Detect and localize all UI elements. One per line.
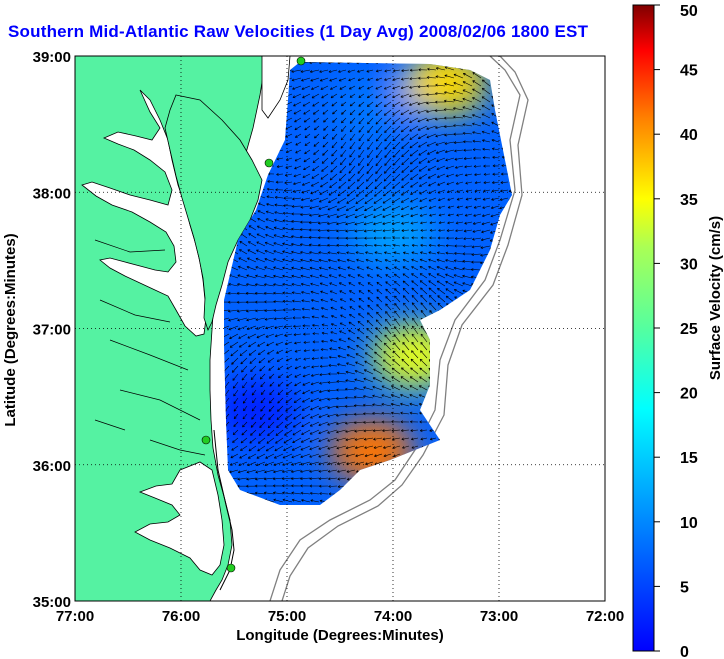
speed-region — [351, 201, 435, 266]
x-tick-label: 76:00 — [162, 608, 200, 625]
y-tick-label: 37:00 — [33, 322, 71, 339]
colorbar-tick-label: 30 — [680, 256, 698, 273]
colorbar-label: Surface Velocity (cm/s) — [707, 216, 724, 380]
x-tick-label: 73:00 — [480, 608, 518, 625]
x-tick-label: 72:00 — [586, 608, 624, 625]
y-tick-label: 36:00 — [33, 458, 71, 475]
station-marker — [226, 563, 236, 573]
grid-lines — [75, 56, 605, 601]
x-tick-label: 75:00 — [268, 608, 306, 625]
colorbar-tick-label: 20 — [680, 386, 698, 403]
y-tick-label: 35:00 — [33, 594, 71, 611]
colorbar-tick-label: 15 — [680, 450, 698, 467]
y-tick-label: 38:00 — [33, 185, 71, 202]
delmarva-peninsula — [164, 94, 263, 332]
colorbar-tick-label: 50 — [680, 3, 698, 20]
colorbar-tick-label: 25 — [680, 321, 698, 338]
colorbar-tick-label: 45 — [680, 63, 698, 80]
radar-stations — [201, 56, 306, 573]
chart-title: Southern Mid-Atlantic Raw Velocities (1 … — [8, 22, 589, 41]
delaware-bay — [261, 56, 291, 119]
colorbar-tick-label: 0 — [680, 644, 689, 659]
colorbar-tick-label: 40 — [680, 127, 698, 144]
station-marker — [264, 158, 274, 168]
y-tick-label: 39:00 — [33, 49, 71, 66]
y-axis-label: Latitude (Degrees:Minutes) — [2, 233, 19, 426]
speed-region — [329, 78, 414, 143]
bathymetry-contours — [269, 56, 529, 601]
plot-frame — [74, 55, 606, 602]
colorbar-tick-label: 5 — [680, 579, 689, 596]
x-axis-label: Longitude (Degrees:Minutes) — [236, 627, 444, 644]
axis-ticks: 77:00 76:00 75:00 74:00 73:00 72:00 39:00 38:00… — [33, 49, 625, 625]
colorbar-tick-label: 10 — [680, 515, 698, 532]
river-inlets — [94, 239, 206, 456]
pamlico-sound — [134, 461, 225, 576]
colorbar-tick-label: 35 — [680, 192, 698, 209]
x-tick-label: 77:00 — [56, 608, 94, 625]
station-marker — [201, 435, 211, 445]
colorbar-overlap — [604, 18, 628, 46]
x-tick-label: 74:00 — [374, 608, 412, 625]
colorbar — [632, 4, 655, 652]
station-marker — [296, 56, 306, 66]
